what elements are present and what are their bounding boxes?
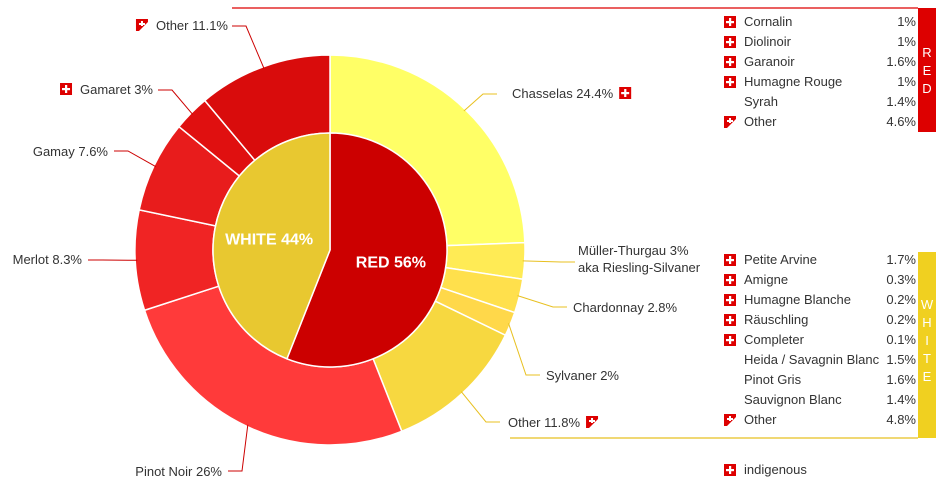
inner-slice-1 — [212, 132, 331, 360]
other-flag-icon — [135, 19, 148, 31]
leader-line-4 — [460, 391, 500, 423]
white-variety-value: 1.4% — [886, 392, 916, 407]
white-variety-name: Completer — [744, 332, 804, 347]
red-variety-name: Garanoir — [744, 54, 795, 69]
outer-label-6: Merlot 8.3% — [13, 252, 83, 267]
swiss-cross-icon — [724, 36, 736, 48]
swiss-cross-icon — [724, 254, 736, 266]
red-variety-name: Humagne Rouge — [744, 74, 843, 89]
red-variety-row: Garanoir 1.6% — [724, 52, 916, 72]
inner-label-1: WHITE 44% — [225, 231, 313, 248]
outer-label-9: Other 11.1% — [156, 18, 228, 33]
red-variety-row: Diolinoir 1% — [724, 32, 916, 52]
white-variety-name: Sauvignon Blanc — [744, 392, 842, 407]
swiss-cross-icon — [724, 464, 736, 476]
inner-slice-0 — [285, 132, 448, 368]
red-variety-row: Cornalin 1% — [724, 12, 916, 32]
swiss-cross-icon — [724, 294, 736, 306]
white-variety-row: Amigne 0.3% — [724, 270, 916, 290]
white-variety-name: Räuschling — [744, 312, 809, 327]
swiss-cross-icon — [724, 16, 736, 28]
white-variety-row: Heida / Savagnin Blanc 1.5% — [724, 350, 916, 370]
other-flag-icon — [586, 416, 599, 428]
outer-label-5: Pinot Noir 26% — [135, 464, 222, 479]
swiss-cross-icon — [724, 334, 736, 346]
white-variety-value: 4.8% — [886, 412, 916, 427]
leader-line-3 — [508, 323, 540, 376]
white-variety-name: Pinot Gris — [744, 372, 802, 387]
red-variety-row: Other 4.6% — [724, 112, 916, 132]
white-variety-value: 1.5% — [886, 352, 916, 367]
leader-line-5 — [228, 424, 249, 472]
outer-label-4: Other 11.8% — [508, 415, 580, 430]
outer-label-0: Chasselas 24.4% — [512, 86, 614, 101]
legend-label: indigenous — [744, 462, 807, 477]
swiss-cross-icon — [60, 83, 73, 95]
swiss-cross-icon — [724, 76, 736, 88]
red-variety-name: Other — [744, 114, 777, 129]
white-variety-name: Humagne Blanche — [744, 292, 851, 307]
white-varieties-panel: Petite Arvine 1.7% Amigne 0.3% Humagne Blanc… — [724, 250, 916, 434]
leader-line-1 — [522, 260, 575, 263]
white-variety-row: Humagne Blanche 0.2% — [724, 290, 916, 310]
red-varieties-panel: Cornalin 1% Diolinoir 1% Garanoir 1.6% Humagne… — [724, 12, 916, 134]
red-variety-name: Diolinoir — [744, 34, 791, 49]
white-variety-name: Other — [744, 412, 777, 427]
leader-line-0 — [463, 93, 497, 112]
red-variety-name: Syrah — [744, 94, 778, 109]
red-variety-name: Cornalin — [744, 14, 793, 29]
white-variety-value: 0.2% — [886, 292, 916, 307]
white-variety-value: 0.3% — [886, 272, 916, 287]
red-variety-row: Humagne Rouge 1% — [724, 72, 916, 92]
outer-label-8: Gamaret 3% — [80, 82, 153, 97]
swiss-cross-icon — [724, 56, 736, 68]
leader-line-8 — [158, 89, 194, 115]
white-variety-name: Amigne — [744, 272, 789, 287]
inner-label-0: RED 56% — [356, 255, 426, 272]
white-variety-value: 1.6% — [886, 372, 916, 387]
chart-labels: RED 56% WHITE 44% Chasselas 24.4% Müller-Th… — [13, 18, 701, 479]
red-variety-value: 1.4% — [886, 94, 916, 109]
outer-label-1: Müller-Thurgau 3% aka Riesling-Silvaner — [578, 243, 701, 275]
red-variety-value: 1% — [897, 74, 916, 89]
white-variety-row: Pinot Gris 1.6% — [724, 370, 916, 390]
leader-line-2 — [517, 295, 567, 308]
white-variety-value: 1.7% — [886, 252, 916, 267]
red-variety-value: 4.6% — [886, 114, 916, 129]
red-variety-value: 1% — [897, 14, 916, 29]
chart-leaders — [88, 7, 918, 472]
red-variety-value: 1% — [897, 34, 916, 49]
red-variety-value: 1.6% — [886, 54, 916, 69]
white-variety-row: Petite Arvine 1.7% — [724, 250, 916, 270]
white-variety-row: Other 4.8% — [724, 410, 916, 430]
white-variety-row: Räuschling 0.2% — [724, 310, 916, 330]
outer-label-7: Gamay 7.6% — [33, 144, 109, 159]
other-flag-icon — [724, 414, 736, 426]
leader-line-9 — [232, 25, 265, 69]
outer-label-3: Sylvaner 2% — [546, 368, 619, 383]
white-variety-row: Completer 0.1% — [724, 330, 916, 350]
other-flag-icon — [724, 116, 736, 128]
white-variety-value: 0.2% — [886, 312, 916, 327]
white-variety-name: Petite Arvine — [744, 252, 817, 267]
swiss-cross-icon — [724, 314, 736, 326]
swiss-cross-icon — [724, 274, 736, 286]
white-variety-row: Sauvignon Blanc 1.4% — [724, 390, 916, 410]
leader-line-7 — [114, 150, 157, 168]
white-variety-name: Heida / Savagnin Blanc — [744, 352, 880, 367]
red-variety-row: Syrah 1.4% — [724, 92, 916, 112]
outer-label-2: Chardonnay 2.8% — [573, 300, 678, 315]
white-variety-value: 0.1% — [886, 332, 916, 347]
swiss-cross-icon — [619, 87, 632, 99]
chart-rings — [134, 54, 526, 446]
